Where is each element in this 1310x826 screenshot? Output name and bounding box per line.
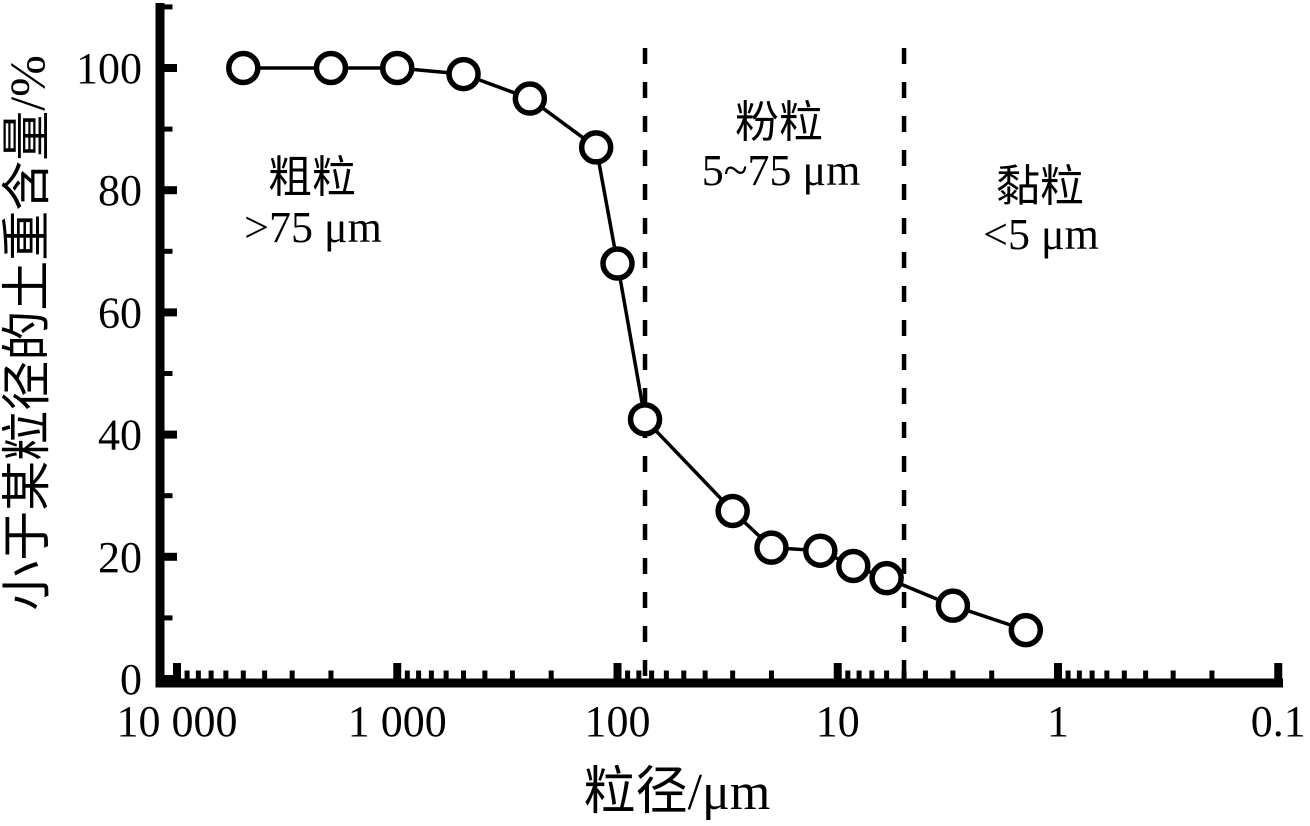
data-point-marker bbox=[715, 493, 750, 529]
x-tick-label: 1 bbox=[1047, 697, 1069, 746]
data-point-marker bbox=[578, 130, 614, 165]
annotation-coarse-range: >75 μm bbox=[244, 203, 382, 252]
data-point-marker bbox=[313, 50, 349, 86]
y-tick-label: 60 bbox=[98, 288, 142, 337]
data-point-marker bbox=[1008, 612, 1044, 648]
x-tick-label: 10 bbox=[816, 697, 860, 746]
data-point-marker bbox=[935, 588, 971, 623]
data-point-marker bbox=[836, 548, 871, 584]
annotation-silt-range: 5~75 μm bbox=[702, 146, 861, 195]
y-tick-label: 20 bbox=[98, 533, 142, 582]
annotation-silt-region: 粉粒 5~75 μm bbox=[702, 98, 861, 195]
x-tick-label: 100 bbox=[585, 697, 651, 746]
distribution-curve bbox=[243, 66, 1027, 632]
x-tick-label: 10 000 bbox=[117, 697, 238, 746]
y-tick-label: 100 bbox=[76, 44, 142, 93]
annotation-clay-name: 黏粒 bbox=[996, 162, 1084, 211]
annotation-silt-name: 粉粒 bbox=[735, 98, 823, 147]
y-tick-label: 40 bbox=[98, 411, 142, 460]
x-tick-label: 0.1 bbox=[1251, 697, 1306, 746]
y-tick-label: 0 bbox=[120, 655, 142, 704]
data-point-marker bbox=[226, 50, 261, 86]
axes: 0 20 40 60 80 100 10 000 1 000 100 10 1 0.1 bbox=[76, 3, 1306, 746]
data-point-marker bbox=[446, 56, 481, 92]
y-axis-title: 小于某粒径的土重含量/% bbox=[0, 55, 55, 611]
y-tick-label: 80 bbox=[98, 166, 142, 215]
x-tick-label: 1 000 bbox=[348, 697, 447, 746]
annotation-clay-range: <5 μm bbox=[983, 210, 1099, 259]
annotation-coarse-region: 粗粒 >75 μm bbox=[244, 153, 382, 252]
data-point-marker bbox=[512, 81, 548, 116]
region-boundary-lines bbox=[642, 48, 907, 679]
data-point-marker bbox=[627, 402, 663, 437]
data-series bbox=[226, 50, 1044, 648]
data-point-marker bbox=[869, 560, 904, 596]
annotation-clay-region: 黏粒 <5 μm bbox=[983, 162, 1099, 259]
data-point-marker bbox=[803, 533, 838, 568]
data-point-marker bbox=[754, 530, 789, 565]
data-point-marker bbox=[600, 246, 635, 281]
x-axis-title: 粒径/μm bbox=[584, 764, 771, 821]
data-point-marker bbox=[380, 50, 415, 86]
annotation-coarse-name: 粗粒 bbox=[268, 153, 356, 202]
